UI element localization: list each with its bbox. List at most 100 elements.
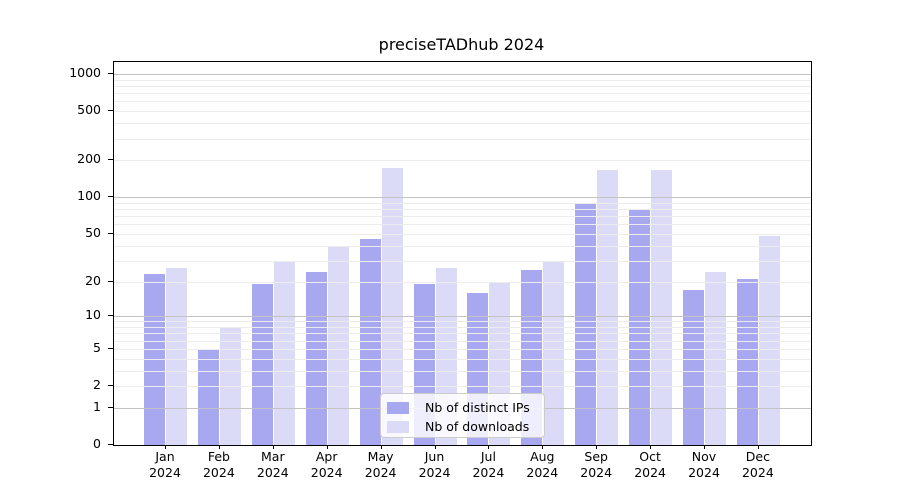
x-tick-month: Sep (584, 449, 608, 464)
gridline-minor (114, 209, 811, 211)
gridline-minor (114, 93, 811, 95)
x-tick-year: 2024 (149, 464, 181, 480)
x-tick-month: Dec (745, 449, 770, 464)
x-tick-year: 2024 (741, 464, 774, 480)
bar-downloads-4 (381, 168, 403, 445)
bar-ips-1 (197, 348, 219, 445)
y-axis-tick (108, 110, 113, 112)
bar-downloads-3 (327, 245, 349, 445)
x-axis-tick (326, 445, 328, 449)
x-tick-year: 2024 (472, 464, 505, 480)
bar-ips-10 (683, 289, 704, 445)
x-axis-tick (704, 445, 705, 449)
gridline-minor (114, 333, 811, 335)
x-axis-tick (488, 445, 490, 449)
gridline-minor (114, 202, 811, 204)
x-axis-tick (596, 445, 598, 449)
gridline-minor (114, 138, 811, 140)
x-axis-tick (218, 445, 220, 449)
y-tick-label: 20 (85, 272, 101, 288)
y-tick-label: 5 (93, 339, 101, 355)
y-tick-label: 500 (77, 102, 101, 118)
plot-area: Nb of distinct IPs Nb of downloads (113, 61, 812, 446)
gridline-minor (114, 85, 811, 87)
x-tick-month: Oct (639, 449, 661, 464)
bar-ips-11 (736, 279, 758, 445)
gridline-major (114, 73, 811, 75)
y-tick-label: 200 (77, 151, 101, 167)
gridline-minor (114, 348, 811, 350)
legend-swatch-icon (387, 420, 409, 433)
x-tick-month: Nov (691, 449, 717, 464)
gridline-minor (114, 370, 811, 372)
x-axis-tick (542, 445, 544, 449)
gridline-minor (114, 327, 811, 328)
x-tick-year: 2024 (202, 464, 235, 480)
bar-ips-2 (251, 284, 273, 445)
y-tick-label: 100 (77, 188, 101, 204)
x-tick-year: 2024 (256, 464, 289, 480)
gridline-minor (114, 245, 811, 247)
y-axis-tick (108, 406, 113, 408)
gridline-minor (114, 79, 811, 81)
x-tick-month: Jul (480, 449, 496, 464)
x-tick-month: Apr (315, 449, 338, 464)
legend-label: Nb of distinct IPs (425, 400, 530, 415)
y-axis-tick (108, 72, 113, 74)
x-tick-year: 2024 (418, 464, 451, 480)
bar-ips-0 (144, 274, 165, 445)
y-axis-tick (108, 347, 113, 349)
y-tick-label: 0 (93, 436, 101, 451)
x-tick-label: Jan 2024 (135, 449, 195, 480)
x-tick-label: Jul 2024 (458, 449, 518, 480)
gridline-minor (114, 160, 811, 162)
x-tick-month: Feb (207, 449, 230, 464)
bar-downloads-7 (543, 260, 565, 445)
x-tick-label: Oct 2024 (620, 449, 680, 480)
y-tick-label: 1 (93, 398, 101, 414)
gridline-minor (114, 123, 811, 125)
bar-ips-8 (575, 203, 597, 445)
bar-downloads-0 (166, 268, 187, 445)
x-axis-tick (272, 445, 274, 449)
gridline-minor (114, 233, 811, 235)
x-tick-month: May (367, 449, 394, 464)
legend: Nb of distinct IPs Nb of downloads (380, 393, 545, 438)
x-tick-year: 2024 (634, 464, 666, 480)
gridline-minor (114, 260, 811, 262)
y-axis-tick (108, 444, 113, 445)
y-tick-label: 2 (93, 377, 101, 392)
x-tick-label: Aug 2024 (512, 449, 572, 480)
gridline-minor (114, 224, 811, 226)
x-tick-label: Nov 2024 (674, 449, 734, 480)
bar-downloads-8 (597, 170, 619, 445)
x-tick-label: Sep 2024 (566, 449, 626, 480)
y-tick-label: 1000 (69, 64, 101, 80)
x-axis-tick (650, 445, 652, 449)
gridline-minor (114, 111, 811, 113)
y-axis-tick (108, 232, 113, 234)
gridline-minor (114, 216, 811, 218)
x-tick-month: Aug (530, 449, 555, 464)
x-tick-label: Dec 2024 (728, 449, 788, 480)
x-tick-year: 2024 (688, 464, 720, 480)
x-tick-label: Mar 2024 (243, 449, 303, 480)
x-tick-month: Jun (424, 449, 445, 464)
x-tick-month: Jan (155, 449, 175, 464)
gridline-minor (114, 321, 811, 323)
x-tick-year: 2024 (310, 464, 343, 480)
x-tick-label: Jun 2024 (405, 449, 465, 480)
x-axis-tick (434, 445, 436, 449)
gridline-minor (114, 386, 811, 387)
legend-item: Nb of downloads (387, 420, 544, 433)
y-tick-label: 50 (85, 224, 101, 240)
x-tick-label: Apr 2024 (297, 449, 357, 480)
x-tick-year: 2024 (580, 464, 613, 480)
bar-downloads-2 (273, 262, 295, 445)
bar-downloads-9 (651, 169, 673, 445)
gridline-minor (114, 281, 811, 283)
y-axis-tick (108, 280, 113, 282)
y-axis-tick (108, 196, 113, 198)
gridline-minor (114, 101, 811, 103)
gridline-major (114, 316, 811, 318)
